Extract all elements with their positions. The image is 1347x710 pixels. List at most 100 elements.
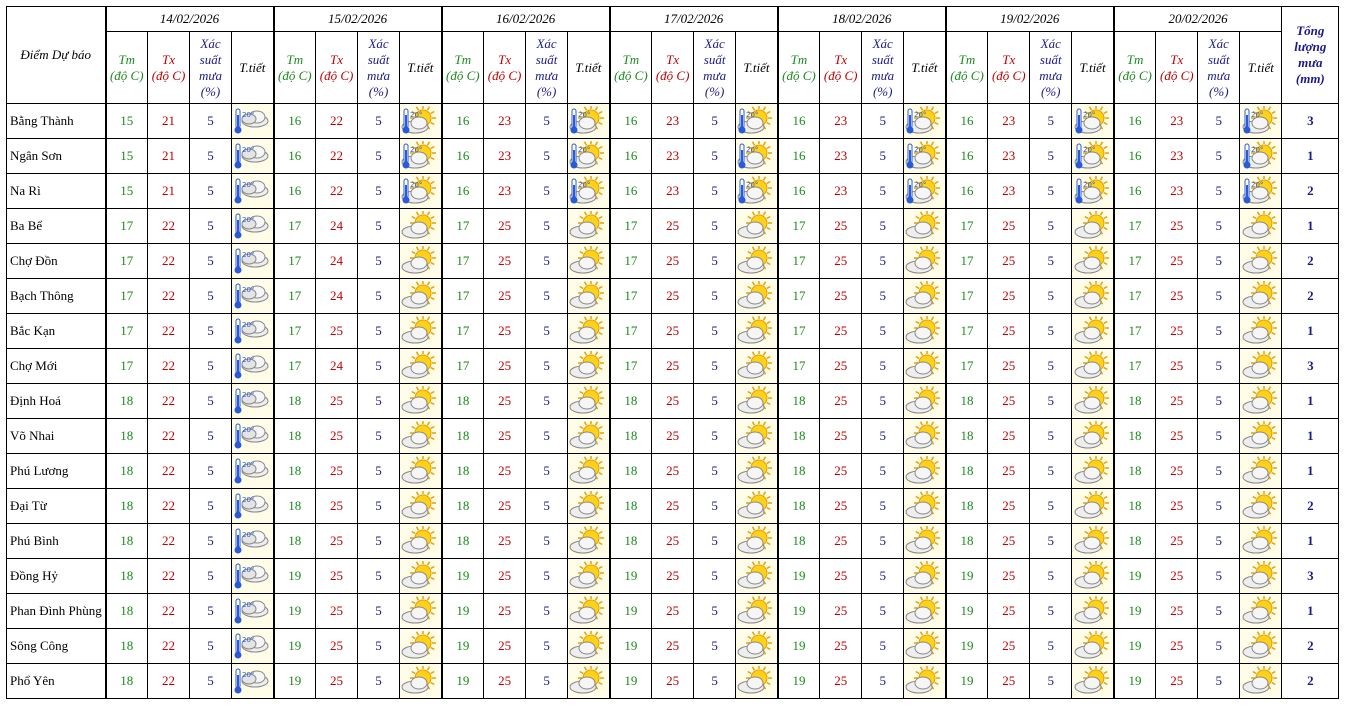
weather-cell: 20° xyxy=(230,348,275,384)
rain-probability: 5 xyxy=(357,558,401,594)
column-header: Tx (độ C) xyxy=(819,31,863,104)
rain-probability: 5 xyxy=(357,313,401,349)
min-temp: 16 xyxy=(776,103,821,139)
rain-probability: 5 xyxy=(1197,593,1241,629)
weather-cell xyxy=(1239,593,1283,629)
station-row: Đồng Hỷ 18 22 5 20° 19 25 5 19 25 5 19 25 5 19 25 5 19 25 5… xyxy=(6,558,1340,594)
max-temp: 22 xyxy=(315,103,359,139)
column-header: Tm (độ C) xyxy=(440,31,485,104)
svg-text:20°: 20° xyxy=(242,461,254,469)
weather-icon: 20° xyxy=(234,318,269,344)
rain-probability: 5 xyxy=(1029,558,1073,594)
min-temp: 17 xyxy=(104,208,148,244)
weather-icon: 20° xyxy=(569,176,605,204)
max-temp: 25 xyxy=(483,313,527,349)
rain-probability: 5 xyxy=(1029,278,1073,314)
weather-cell: 20° xyxy=(230,628,275,664)
min-temp: 17 xyxy=(272,348,317,384)
min-temp: 18 xyxy=(104,558,148,594)
min-temp: 18 xyxy=(1112,383,1157,419)
weather-icon xyxy=(401,526,437,554)
weather-cell xyxy=(903,663,947,699)
svg-text:20°: 20° xyxy=(242,391,254,399)
min-temp: 17 xyxy=(104,278,148,314)
weather-cell: 20° xyxy=(230,453,275,489)
max-temp: 25 xyxy=(651,558,695,594)
station-name: Bắc Kạn xyxy=(6,313,106,349)
date-header: 18/02/2026 xyxy=(776,6,947,32)
rain-probability: 5 xyxy=(525,173,569,209)
rain-probability: 5 xyxy=(525,383,569,419)
min-temp: 17 xyxy=(272,313,317,349)
svg-text:20°: 20° xyxy=(242,216,254,224)
min-temp: 18 xyxy=(1112,523,1157,559)
min-temp: 18 xyxy=(440,453,485,489)
column-header: Xác suất mưa (%) xyxy=(861,31,905,104)
min-temp: 16 xyxy=(608,138,653,174)
min-temp: 16 xyxy=(608,173,653,209)
weather-cell xyxy=(735,383,779,419)
svg-text:20°: 20° xyxy=(242,671,254,679)
total-rain: 2 xyxy=(1281,243,1340,279)
weather-cell: 20° xyxy=(567,103,611,139)
weather-cell xyxy=(1239,278,1283,314)
min-temp: 18 xyxy=(440,383,485,419)
min-temp: 17 xyxy=(104,313,148,349)
weather-icon xyxy=(1074,386,1109,414)
rain-probability: 5 xyxy=(1197,208,1241,244)
weather-icon: 20° xyxy=(737,176,773,204)
max-temp: 23 xyxy=(1155,173,1199,209)
min-temp: 17 xyxy=(440,313,485,349)
column-header: T.tiết xyxy=(399,31,443,104)
weather-icon: 20° xyxy=(234,633,269,659)
min-temp: 18 xyxy=(776,383,821,419)
weather-cell xyxy=(735,348,779,384)
min-temp: 17 xyxy=(944,278,989,314)
weather-icon: 20° xyxy=(569,106,605,134)
min-temp: 17 xyxy=(440,278,485,314)
min-temp: 17 xyxy=(1112,348,1157,384)
svg-text:20°: 20° xyxy=(242,146,254,154)
max-temp: 22 xyxy=(147,348,190,384)
station-row: Phan Đình Phùng 18 22 5 20° 19 25 5 19 25 5 19 25 5 19… xyxy=(6,593,1340,629)
rain-probability: 5 xyxy=(693,278,737,314)
total-rain: 2 xyxy=(1281,663,1340,699)
station-header: Điểm Dự báo xyxy=(6,6,106,104)
min-temp: 17 xyxy=(104,348,148,384)
max-temp: 25 xyxy=(819,628,863,664)
rain-probability: 5 xyxy=(189,488,232,524)
station-name: Phú Bình xyxy=(6,523,106,559)
rain-probability: 5 xyxy=(525,278,569,314)
rain-probability: 5 xyxy=(357,348,401,384)
rain-probability: 5 xyxy=(693,383,737,419)
min-temp: 18 xyxy=(1112,453,1157,489)
weather-icon xyxy=(1074,561,1109,589)
rain-probability: 5 xyxy=(525,103,569,139)
min-temp: 18 xyxy=(776,453,821,489)
min-temp: 18 xyxy=(104,523,148,559)
rain-probability: 5 xyxy=(525,453,569,489)
max-temp: 23 xyxy=(987,173,1031,209)
total-rain: 1 xyxy=(1281,418,1340,454)
header-row: Điểm Dự báo 14/02/2026 15/02/2026 16/02/202… xyxy=(6,6,1340,104)
weather-icon: 20° xyxy=(1242,141,1277,169)
max-temp: 22 xyxy=(147,208,190,244)
weather-icon xyxy=(1074,316,1109,344)
rain-probability: 5 xyxy=(861,453,905,489)
max-temp: 25 xyxy=(1155,243,1199,279)
rain-probability: 5 xyxy=(189,348,232,384)
rain-probability: 5 xyxy=(693,488,737,524)
weather-cell: 20° xyxy=(1239,103,1283,139)
weather-icon xyxy=(1242,596,1277,624)
max-temp: 23 xyxy=(819,173,863,209)
weather-cell: 20° xyxy=(230,593,275,629)
weather-cell xyxy=(903,593,947,629)
weather-icon: 20° xyxy=(234,493,269,519)
station-name: Phổ Yên xyxy=(6,663,106,699)
min-temp: 19 xyxy=(944,593,989,629)
max-temp: 22 xyxy=(147,383,190,419)
min-temp: 18 xyxy=(440,418,485,454)
svg-text:20°: 20° xyxy=(1251,181,1263,189)
weather-cell: 20° xyxy=(735,173,779,209)
weather-icon xyxy=(905,526,941,554)
